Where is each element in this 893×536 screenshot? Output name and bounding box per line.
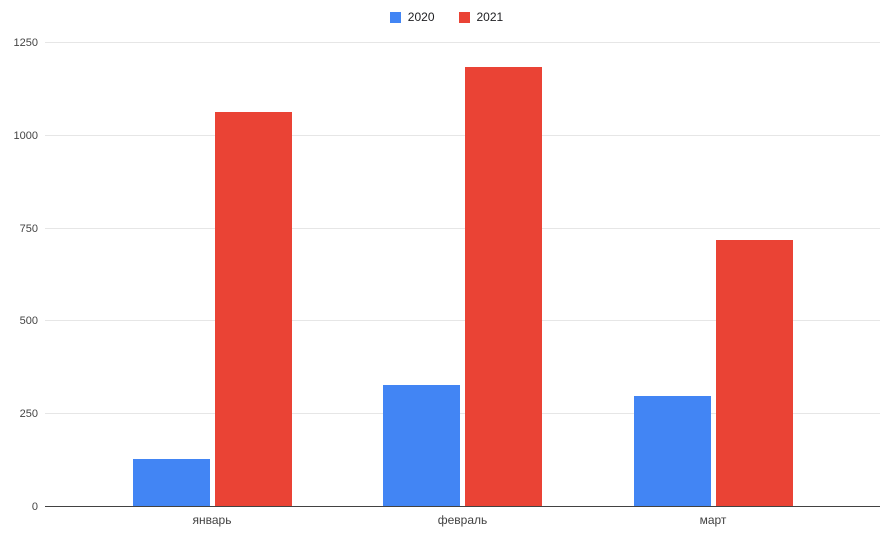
bar-group-февраль <box>383 43 542 507</box>
bar-2020-февраль[interactable] <box>383 384 460 507</box>
legend-item-2020[interactable]: 2020 <box>389 10 435 24</box>
y-axis: 0 250 500 750 1000 1250 <box>0 37 38 513</box>
x-axis-line <box>45 506 880 507</box>
bar-group-март <box>633 43 793 507</box>
bar-2021-январь[interactable] <box>214 111 292 507</box>
y-tick-label: 500 <box>19 315 38 328</box>
y-tick-label: 250 <box>19 408 38 421</box>
bar-2020-январь[interactable] <box>132 458 210 507</box>
bar-2021-март[interactable] <box>715 239 793 507</box>
bar-group-январь <box>132 43 292 507</box>
y-tick-label: 750 <box>19 222 38 235</box>
legend-label-2020: 2020 <box>407 10 435 24</box>
legend-label-2021: 2021 <box>476 10 504 24</box>
gridline <box>45 227 880 229</box>
chart-legend: 2020 2021 <box>0 7 893 27</box>
y-tick-label: 1250 <box>13 37 38 49</box>
gridline <box>45 320 880 322</box>
x-axis: январь февраль март <box>45 507 880 535</box>
legend-item-2021[interactable]: 2021 <box>458 10 504 24</box>
x-axis-label-январь: январь <box>192 513 232 527</box>
x-axis-label-март: март <box>699 513 727 527</box>
legend-swatch-2020-icon <box>389 11 401 23</box>
gridline <box>45 413 880 415</box>
gridline <box>45 134 880 136</box>
x-axis-label-февраль: февраль <box>437 513 488 527</box>
bar-2021-февраль[interactable] <box>465 67 542 507</box>
legend-swatch-2021-icon <box>458 11 470 23</box>
y-tick-label: 1000 <box>13 129 38 142</box>
bar-2020-март[interactable] <box>633 395 711 507</box>
y-tick-label: 0 <box>31 501 38 513</box>
plot-area <box>45 42 880 507</box>
gridline <box>45 42 880 43</box>
